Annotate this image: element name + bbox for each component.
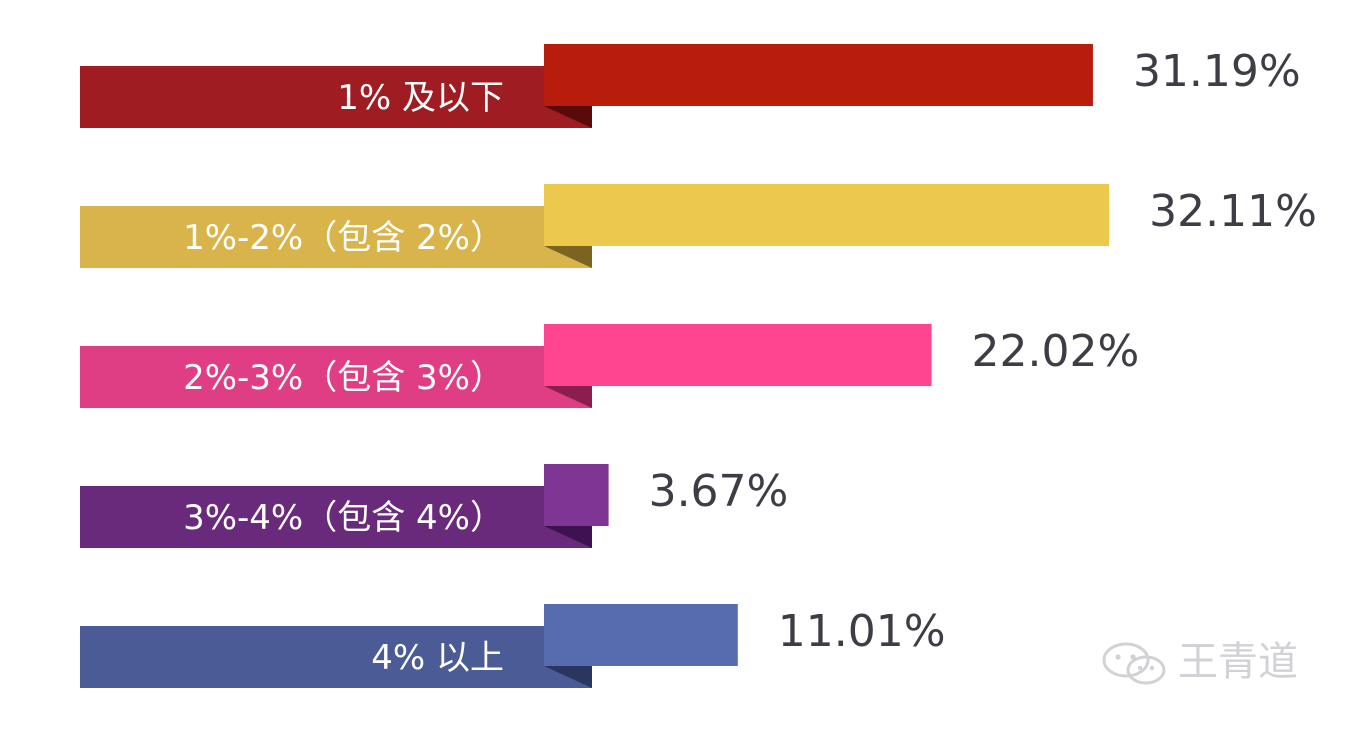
label-band-2 bbox=[80, 206, 592, 268]
watermark: 王青道 bbox=[1100, 636, 1320, 692]
label-band-5 bbox=[80, 626, 592, 688]
value-label-1: 31.19% bbox=[1133, 46, 1301, 97]
watermark-text: 王青道 bbox=[1178, 639, 1298, 685]
fold-shadow-1 bbox=[544, 106, 592, 128]
bar-3 bbox=[544, 324, 932, 386]
wechat-icon bbox=[1102, 642, 1166, 685]
category-label-5: 4% 以上 bbox=[371, 638, 504, 678]
fold-shadow-3 bbox=[544, 386, 592, 408]
label-band-4 bbox=[80, 486, 592, 548]
bar-1 bbox=[544, 44, 1093, 106]
label-band-1 bbox=[80, 66, 592, 128]
value-label-5: 11.01% bbox=[778, 606, 946, 657]
fold-shadow-4 bbox=[544, 526, 592, 548]
category-label-1: 1% 及以下 bbox=[337, 78, 504, 118]
value-label-4: 3.67% bbox=[649, 466, 789, 517]
category-label-3: 2%-3%（包含 3%） bbox=[183, 358, 504, 398]
fold-shadow-2 bbox=[544, 246, 592, 268]
bar-5 bbox=[544, 604, 738, 666]
bar-2 bbox=[544, 184, 1110, 246]
value-label-2: 32.11% bbox=[1149, 186, 1317, 237]
category-label-4: 3%-4%（包含 4%） bbox=[183, 498, 504, 538]
value-label-3: 22.02% bbox=[972, 326, 1140, 377]
bar-4 bbox=[544, 464, 609, 526]
label-band-3 bbox=[80, 346, 592, 408]
fold-shadow-5 bbox=[544, 666, 592, 688]
category-label-2: 1%-2%（包含 2%） bbox=[183, 218, 504, 258]
